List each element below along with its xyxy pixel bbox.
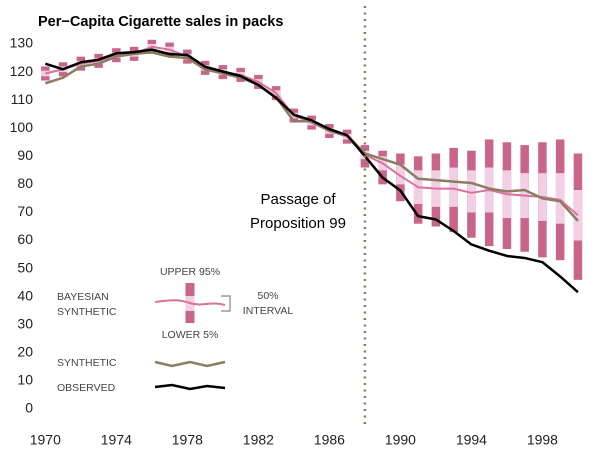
interval-50: [41, 70, 50, 77]
x-tick-label: 1994: [456, 432, 487, 448]
y-tick-label: 110: [11, 91, 34, 107]
legend-swatch: [154, 299, 226, 306]
x-tick-label: 1990: [385, 432, 416, 448]
y-tick-label: 50: [17, 259, 33, 275]
y-tick-label: 120: [10, 63, 34, 79]
legend-bracket: [221, 295, 231, 312]
legend-label: OBSERVED: [57, 382, 116, 394]
x-tick-label: 1998: [527, 432, 558, 448]
interval-50: [396, 164, 405, 185]
y-tick-label: 80: [17, 175, 33, 191]
interval-50: [467, 170, 476, 213]
chart-title: Per−Capita Cigarette sales in packs: [38, 14, 283, 30]
legend-label: INTERVAL: [243, 305, 294, 317]
annotation: Passage of: [260, 191, 336, 208]
y-tick-label: 130: [10, 35, 34, 51]
legend-label: BAYESIAN: [57, 291, 109, 303]
legend-label: SYNTHETIC: [57, 306, 117, 318]
y-tick-label: 100: [10, 119, 34, 135]
legend-label: SYNTHETIC: [57, 357, 117, 369]
legend-label: UPPER 95%: [160, 266, 220, 278]
y-tick-label: 70: [17, 203, 33, 219]
x-tick-label: 1970: [30, 432, 61, 448]
interval-50: [555, 173, 565, 224]
legend-swatch: [154, 383, 226, 391]
y-tick-label: 30: [17, 315, 33, 331]
x-tick-label: 1974: [101, 432, 132, 448]
y-tick-label: 40: [17, 287, 33, 303]
y-tick-label: 10: [17, 372, 33, 388]
x-tick-label: 1978: [172, 432, 203, 448]
x-tick-label: 1986: [314, 432, 345, 448]
interval-50: [449, 167, 458, 207]
y-tick-label: 20: [17, 344, 33, 360]
y-tick-label: 0: [25, 400, 33, 416]
annotation: Proposition 99: [250, 215, 346, 232]
y-tick-label: 90: [17, 147, 33, 163]
x-tick-label: 1982: [243, 432, 274, 448]
series-line: [44, 48, 579, 294]
legend-label: 50%: [257, 290, 278, 302]
y-tick-label: 60: [17, 231, 33, 247]
legend-label: LOWER 5%: [162, 329, 219, 341]
legend-swatch: [154, 360, 226, 368]
